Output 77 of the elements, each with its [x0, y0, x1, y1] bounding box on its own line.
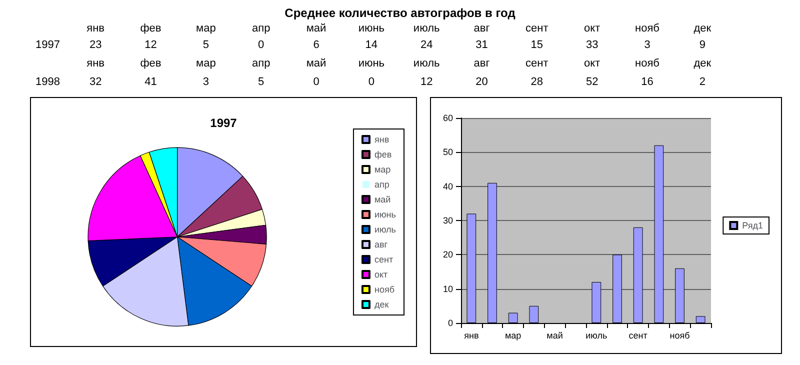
data-label: 3: [644, 39, 650, 51]
x-tick-label: окт: [584, 22, 600, 34]
x-tick-label: апр: [252, 58, 270, 70]
data-label: 12: [420, 76, 433, 88]
chart-title: Среднее количество автографов в год: [284, 6, 516, 20]
x-tick-label: мар: [504, 330, 522, 340]
data-label: 0: [313, 76, 320, 88]
legend-label: Ряд1: [742, 220, 764, 230]
legend-label: сент: [374, 254, 394, 264]
x-tick-label: мар: [196, 58, 216, 70]
x-tick-label: июнь: [358, 58, 385, 70]
x-tick-label: нояб: [635, 22, 660, 34]
legend-label: июнь: [374, 210, 396, 220]
data-label: 24: [420, 39, 433, 51]
data-label: 6: [313, 39, 320, 51]
x-tick-label: июль: [413, 58, 440, 70]
x-tick-label: янв: [86, 58, 105, 70]
x-tick-label: сент: [526, 22, 548, 34]
y-tick-label: 40: [442, 181, 453, 192]
data-label: 16: [641, 76, 654, 88]
legend-label: апр: [374, 180, 390, 190]
data-label: 23: [89, 39, 102, 51]
y-tick-label: 10: [442, 284, 453, 294]
x-tick-label: апр: [252, 22, 270, 34]
x-tick-label: июль: [586, 330, 608, 340]
x-tick-label: окт: [584, 58, 600, 70]
data-label: 5: [202, 39, 209, 51]
y-tick-label: 20: [442, 250, 453, 260]
data-label: 0: [258, 39, 264, 51]
legend-label: дек: [374, 300, 389, 310]
data-label: 5: [258, 76, 264, 88]
data-label: 3: [202, 76, 209, 88]
legend-label: авг: [374, 240, 388, 250]
legend-label: май: [374, 194, 391, 204]
x-tick-label: июль: [413, 22, 440, 34]
data-label: 15: [530, 39, 544, 51]
y-tick-label: 1998: [36, 76, 60, 88]
data-label: 9: [699, 39, 706, 51]
chart-title: 1997: [210, 116, 238, 130]
y-tick-label: 60: [442, 113, 453, 123]
x-tick-label: дек: [694, 58, 712, 70]
x-tick-label: сент: [628, 330, 648, 340]
x-tick-label: май: [306, 58, 326, 70]
x-tick-label: фев: [140, 58, 162, 70]
x-tick-label: май: [306, 22, 326, 34]
legend-label: июль: [374, 224, 396, 234]
data-label: 20: [476, 76, 488, 88]
legend-label: янв: [374, 134, 390, 144]
legend-label: нояб: [374, 284, 394, 294]
data-label: 28: [530, 76, 544, 88]
data-label: 12: [144, 39, 157, 51]
data-label: 31: [476, 39, 488, 51]
data-label: 41: [144, 76, 157, 88]
x-tick-label: сент: [526, 58, 548, 70]
x-tick-label: дек: [694, 22, 712, 34]
x-tick-label: янв: [464, 330, 479, 340]
x-tick-label: мар: [196, 22, 216, 34]
legend-label: окт: [374, 270, 388, 280]
x-tick-label: янв: [86, 22, 105, 34]
x-tick-label: июнь: [358, 22, 385, 34]
data-label: 33: [586, 39, 598, 51]
x-tick-label: нояб: [670, 330, 690, 340]
x-tick-label: фев: [140, 22, 162, 34]
data-label: 0: [368, 76, 374, 88]
x-tick-label: нояб: [635, 58, 660, 70]
legend-label: фев: [374, 150, 392, 160]
y-tick-label: 50: [442, 147, 453, 158]
data-label: 2: [699, 76, 706, 88]
legend-label: мар: [374, 164, 391, 174]
y-tick-label: 30: [442, 216, 453, 226]
x-tick-label: авг: [474, 22, 490, 34]
x-tick-label: авг: [474, 58, 490, 70]
x-tick-label: май: [546, 330, 563, 340]
data-label: 14: [365, 39, 378, 51]
y-tick-label: 0: [448, 318, 453, 328]
data-label: 52: [586, 76, 598, 88]
data-label: 32: [89, 76, 102, 88]
